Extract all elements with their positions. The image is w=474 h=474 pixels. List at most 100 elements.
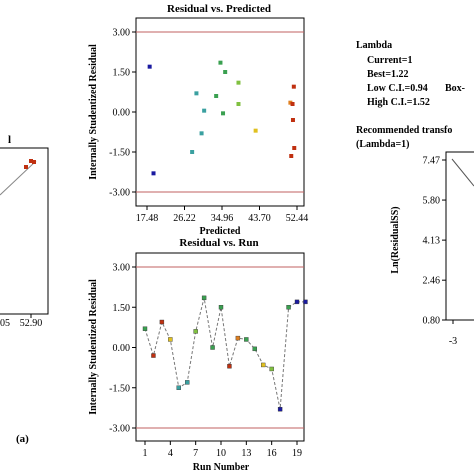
lambda-high-ci: High C.I.=1.52	[367, 97, 430, 108]
data-point	[291, 84, 296, 89]
left-plot-frame	[0, 147, 49, 315]
recommended-transform: Recommended transfo	[356, 125, 452, 136]
lambda-low-ci: Low C.I.=0.94	[367, 83, 428, 94]
data-point	[194, 91, 199, 96]
data-point	[199, 131, 204, 136]
data-point	[290, 102, 295, 106]
data-point	[147, 64, 152, 69]
left-x-tick-label: 05	[0, 318, 10, 329]
data-point	[201, 295, 207, 301]
lambda-info: Lambda Current=1 Best=1.22 Low C.I.=0.94…	[356, 40, 465, 150]
lambda-heading: Lambda	[356, 40, 392, 51]
data-point	[286, 305, 291, 310]
data-point	[288, 100, 293, 105]
data-point	[210, 345, 215, 350]
box-cox-chart: Ln(ResidualSS) 7.47 5.80 4.13 2.46 0.80 -3	[390, 151, 474, 347]
data-point	[223, 70, 228, 74]
data-point	[214, 94, 219, 98]
data-point	[176, 385, 181, 390]
data-point	[289, 154, 294, 158]
data-point	[244, 337, 249, 342]
x-tick-label: 34.96	[211, 213, 234, 224]
data-point	[236, 102, 241, 106]
x-tick-label: 16	[267, 448, 277, 459]
data-point	[193, 329, 198, 334]
plot-frame	[135, 17, 305, 207]
x-tick-label: 19	[292, 448, 302, 459]
y-tick-label: 3.00	[113, 263, 131, 274]
data-point	[168, 337, 173, 342]
y-tick-label: 1.50	[113, 68, 131, 79]
y-tick-label: 1.50	[113, 303, 131, 314]
data-point	[252, 346, 257, 352]
data-point	[294, 299, 300, 305]
data-point	[221, 111, 226, 116]
y-tick-label: 0.00	[113, 108, 131, 119]
x-axis-title: Run Number	[193, 462, 250, 473]
chart-title: Residual vs. Predicted	[167, 3, 271, 15]
y-tick-label: 5.80	[423, 196, 441, 207]
residual-vs-run-chart: Residual vs. Run Internally Studentized …	[88, 237, 308, 473]
x-tick-label: 26.22	[173, 213, 196, 224]
left-fit-line	[0, 160, 37, 196]
data-point	[277, 407, 283, 412]
left-partial-panel: l 05 52.90	[0, 134, 49, 329]
x-tick-label: 1	[143, 448, 148, 459]
data-point	[151, 171, 156, 176]
left-x-tick-label: 52.90	[20, 318, 43, 329]
data-point	[159, 319, 165, 325]
data-point	[236, 80, 241, 85]
x-tick-label: 10	[216, 448, 226, 459]
x-axis-title: Predicted	[200, 226, 241, 237]
left-point	[32, 160, 36, 164]
y-tick-label: -3.00	[109, 424, 130, 435]
y-tick-label: 0.00	[113, 343, 131, 354]
data-point	[202, 108, 207, 113]
data-point	[227, 364, 232, 369]
data-point	[218, 305, 224, 310]
data-point	[290, 118, 295, 122]
y-tick-label: 2.46	[423, 276, 441, 287]
panel-caption: (a)	[16, 433, 29, 445]
box-cox-curve	[451, 158, 474, 187]
data-point	[269, 366, 274, 372]
y-axis-title: Internally Studentized Residual	[88, 279, 99, 415]
y-axis-title: Ln(ResidualSS)	[390, 206, 401, 273]
left-title-fragment: l	[8, 134, 11, 146]
x-tick-label: 4	[168, 448, 173, 459]
y-tick-label: 0.80	[423, 316, 441, 327]
recommended-lambda: (Lambda=1)	[356, 139, 409, 150]
plot-frame	[445, 151, 474, 321]
data-point	[185, 380, 190, 385]
x-tick-label: 43.70	[248, 213, 271, 224]
plot-frame	[135, 252, 305, 442]
y-tick-label: 3.00	[113, 28, 131, 39]
data-point	[190, 150, 195, 154]
x-tick-label: 7	[193, 448, 198, 459]
x-tick-label: 13	[241, 448, 251, 459]
chart-title: Residual vs. Run	[179, 237, 258, 249]
data-point	[151, 353, 156, 358]
residual-vs-predicted-chart: Residual vs. Predicted Internally Studen…	[88, 3, 308, 237]
data-point	[218, 60, 223, 65]
data-point	[292, 146, 297, 150]
y-tick-label: -3.00	[109, 188, 130, 199]
y-tick-label: 7.47	[423, 156, 441, 167]
x-tick-label: -3	[449, 336, 457, 347]
y-tick-label: 4.13	[423, 236, 441, 247]
y-tick-label: -1.50	[109, 148, 130, 159]
data-point	[261, 362, 266, 368]
left-point	[29, 159, 33, 163]
y-axis-title: Internally Studentized Residual	[88, 44, 99, 180]
data-point	[253, 128, 258, 133]
y-tick-label: -1.50	[109, 383, 130, 394]
lambda-current: Current=1	[367, 55, 413, 66]
box-cox-title-fragment: Box-	[445, 83, 465, 94]
left-point	[24, 165, 28, 169]
data-point	[303, 299, 308, 305]
x-tick-label: 17.48	[136, 213, 159, 224]
x-tick-label: 52.44	[286, 213, 309, 224]
data-point	[142, 326, 148, 331]
data-point	[235, 335, 241, 341]
